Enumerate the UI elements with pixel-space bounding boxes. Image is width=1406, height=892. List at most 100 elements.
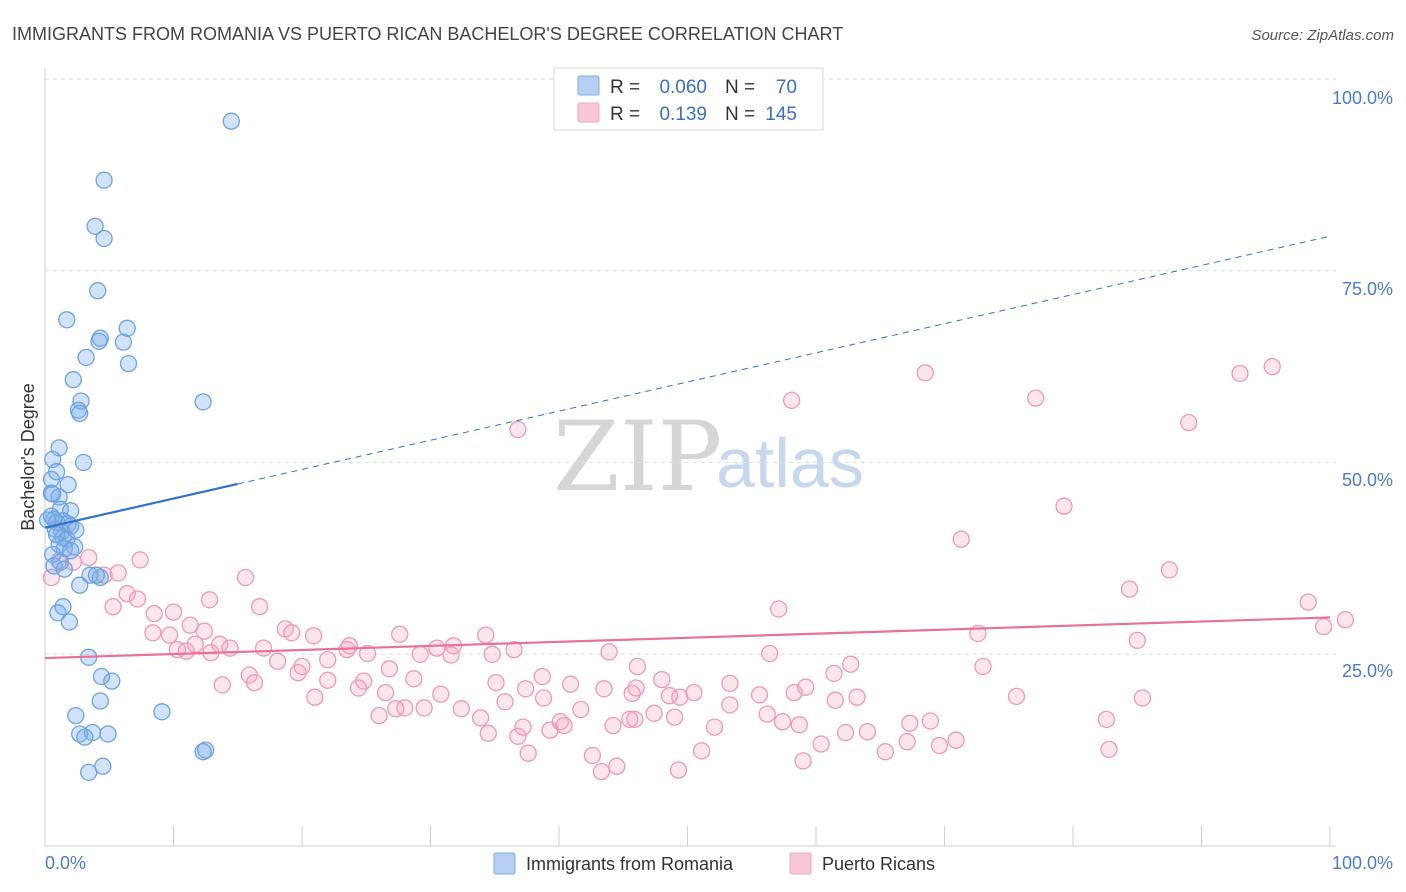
point-romania (118, 319, 136, 337)
point-puerto (293, 657, 311, 676)
legend-r-label-romania: R = (610, 77, 640, 98)
point-romania (49, 604, 67, 622)
point-puerto (876, 743, 895, 761)
point-puerto (516, 680, 535, 698)
point-puerto (376, 683, 395, 702)
point-puerto (858, 723, 877, 741)
x-tick-100: 100.0% (1332, 853, 1393, 873)
x-tick-0: 0.0% (45, 853, 86, 873)
point-romania (60, 613, 79, 631)
point-puerto (80, 548, 98, 567)
point-puerto (1128, 631, 1146, 650)
point-puerto (1231, 364, 1249, 383)
trend-line-puerto (44, 616, 1331, 660)
point-romania (62, 542, 80, 560)
point-puerto (479, 724, 497, 742)
point-puerto (514, 718, 532, 736)
point-puerto (974, 657, 992, 676)
point-romania (81, 566, 99, 584)
point-puerto (790, 716, 808, 734)
point-puerto (505, 640, 523, 659)
point-romania (89, 282, 107, 300)
trend-lines (44, 235, 1331, 660)
point-puerto (750, 686, 769, 704)
point-puerto (268, 652, 287, 670)
point-puerto (705, 718, 724, 736)
point-puerto (665, 708, 684, 726)
point-puerto (370, 706, 388, 725)
point-romania (119, 354, 138, 373)
point-puerto (358, 644, 377, 663)
legend-swatch-puerto (577, 102, 600, 123)
x-axis-ticks (173, 826, 1331, 846)
point-romania (86, 217, 104, 235)
point-puerto (1160, 561, 1179, 579)
point-puerto (898, 733, 916, 751)
point-romania (92, 667, 111, 686)
point-puerto (405, 670, 423, 688)
point-puerto (758, 705, 776, 723)
point-romania (222, 112, 240, 130)
point-romania (77, 348, 95, 367)
point-puerto (452, 700, 470, 718)
point-puerto (1027, 389, 1045, 407)
point-puerto (685, 683, 703, 702)
point-puerto (721, 696, 739, 714)
point-puerto (572, 700, 590, 719)
point-puerto (1263, 357, 1281, 376)
point-puerto (627, 679, 645, 697)
point-romania (71, 404, 89, 423)
point-romania (99, 725, 117, 743)
point-puerto (415, 699, 433, 717)
point-puerto (600, 643, 618, 661)
bottom-legend-label-puerto: Puerto Ricans (822, 854, 935, 874)
point-puerto (496, 693, 514, 711)
legend-n-value-romania: 70 (776, 77, 797, 98)
bottom-legend-label-romania: Immigrants from Romania (526, 854, 734, 874)
point-puerto (387, 700, 405, 718)
point-puerto (782, 391, 801, 410)
point-romania (194, 393, 212, 411)
watermark: ZIP atlas (553, 401, 864, 513)
point-puerto (621, 710, 639, 729)
point-puerto (128, 590, 147, 608)
point-puerto (916, 364, 934, 382)
point-romania (76, 728, 94, 746)
point-puerto (145, 604, 163, 623)
chart-title: IMMIGRANTS FROM ROMANIA VS PUERTO RICAN … (12, 24, 843, 44)
point-puerto (236, 568, 255, 587)
point-puerto (1314, 617, 1333, 636)
point-puerto (306, 688, 324, 706)
chart-source: Source: ZipAtlas.com (1251, 27, 1394, 44)
point-puerto (533, 667, 551, 686)
point-puerto (304, 627, 323, 645)
point-puerto (595, 680, 613, 698)
point-romania (55, 560, 73, 578)
point-romania (58, 311, 76, 329)
bottom-legend-swatch-puerto (789, 852, 812, 875)
legend-r-value-puerto: 0.139 (659, 104, 707, 125)
point-puerto (118, 585, 136, 603)
point-puerto (250, 598, 269, 616)
point-romania (95, 229, 113, 248)
point-puerto (761, 644, 779, 663)
point-puerto (842, 655, 860, 673)
point-puerto (428, 639, 446, 657)
point-puerto (483, 645, 501, 663)
point-puerto (471, 709, 490, 727)
point-puerto (561, 675, 580, 693)
gridlines (45, 78, 1336, 655)
stats-legend: R = 0.060 N = 70 R = 0.139 N = 145 (553, 67, 824, 131)
y-tick-100: 100.0% (1332, 88, 1393, 108)
point-puerto (947, 731, 965, 749)
point-puerto (254, 639, 273, 657)
point-puerto (477, 626, 495, 644)
point-puerto (200, 591, 219, 609)
point-puerto (797, 678, 815, 696)
point-romania (80, 763, 98, 782)
point-puerto (604, 716, 622, 735)
point-romania (94, 757, 112, 775)
point-puerto (1133, 689, 1152, 707)
point-romania (95, 171, 113, 189)
